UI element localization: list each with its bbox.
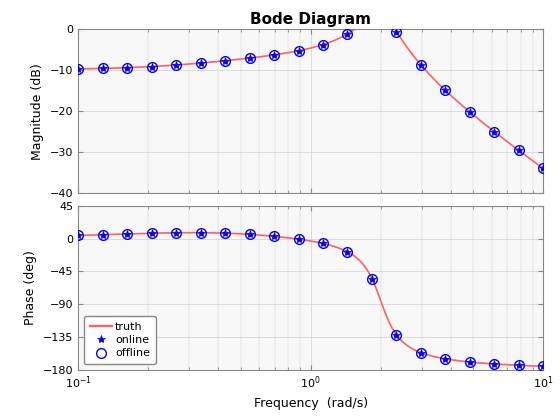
online [100, 232, 106, 237]
Line: truth: truth [78, 233, 543, 366]
online [75, 233, 82, 238]
online [173, 230, 180, 235]
truth [498, 362, 505, 367]
offline [540, 364, 547, 369]
offline [491, 362, 498, 367]
Y-axis label: Phase (deg): Phase (deg) [25, 250, 38, 325]
offline [100, 232, 106, 237]
online [222, 231, 228, 236]
online [197, 230, 204, 235]
online [466, 360, 473, 365]
offline [344, 249, 351, 255]
online [540, 364, 547, 369]
truth [77, 233, 83, 238]
offline [393, 332, 400, 337]
truth [353, 255, 360, 260]
offline [418, 350, 424, 355]
online [515, 363, 522, 368]
online [393, 332, 400, 337]
offline [246, 232, 253, 237]
truth [468, 360, 475, 365]
offline [222, 231, 228, 236]
truth [361, 263, 368, 268]
offline [295, 236, 302, 241]
Line: offline: offline [73, 228, 548, 371]
online [246, 232, 253, 237]
online [270, 234, 277, 239]
online [148, 231, 155, 236]
X-axis label: Frequency  (rad/s): Frequency (rad/s) [254, 396, 368, 410]
truth [190, 230, 197, 235]
online [418, 350, 424, 355]
offline [442, 356, 449, 361]
Line: online: online [74, 228, 547, 370]
offline [75, 233, 82, 238]
offline [124, 231, 130, 236]
offline [197, 230, 204, 235]
offline [515, 363, 522, 368]
online [295, 236, 302, 241]
offline [148, 231, 155, 236]
online [344, 249, 351, 255]
truth [352, 254, 358, 259]
offline [320, 241, 326, 246]
online [491, 362, 498, 367]
Legend: truth, online, offline: truth, online, offline [84, 316, 156, 364]
Title: Bode Diagram: Bode Diagram [250, 12, 371, 27]
offline [466, 360, 473, 365]
offline [173, 230, 180, 235]
online [442, 356, 449, 361]
online [320, 241, 326, 246]
online [368, 276, 375, 281]
Y-axis label: Magnitude (dB): Magnitude (dB) [31, 63, 44, 160]
offline [368, 276, 375, 281]
offline [270, 234, 277, 239]
online [124, 231, 130, 236]
truth [540, 364, 547, 369]
truth [75, 233, 82, 238]
